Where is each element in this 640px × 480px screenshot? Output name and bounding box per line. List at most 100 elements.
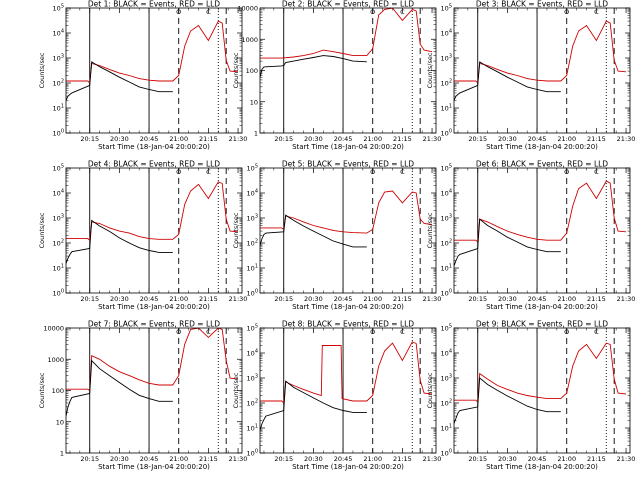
y-tick-label: 101 [53,264,64,273]
flag-marker-label: O [564,168,569,176]
x-axis-label: Start Time (18-Jan-04 20:00:20) [486,463,598,471]
y-tick-label: 105 [441,4,452,13]
x-tick-label: 21:15 [393,455,412,463]
panel-det-6: Det 6: BLACK = Events, RED = LLD 100 101 10… [426,160,635,312]
y-tick-label: 10 [56,418,64,426]
panel-frame [453,7,631,134]
panel-det-1: Det 1: BLACK = Events, RED = LLD 100 101 10… [38,0,247,151]
panel-frame [65,7,243,134]
y-tick-label: 104 [53,189,64,198]
flag-marker-label: C [400,8,405,16]
flag-marker-label: C [400,328,405,336]
y-tick-label: 100 [53,289,64,298]
events-series-line [260,380,367,431]
y-tick-label: 102 [441,79,452,88]
y-tick-label: 100 [441,129,452,138]
y-tick-label: 10000 [43,325,64,333]
y-tick-label: 105 [441,164,452,173]
panel-title: Det 3: BLACK = Events, RED = LLD [476,0,608,9]
y-tick-label: 105 [247,164,258,173]
flag-marker-label: O [564,8,569,16]
x-tick-label: 20:30 [498,455,517,463]
x-tick-label: 20:45 [334,295,353,303]
x-tick-label: 21:30 [423,455,442,463]
y-tick-label: 102 [441,239,452,248]
y-tick-label: 100 [247,289,258,298]
events-series-line [454,377,561,424]
y-axis-label: Counts/sec [426,52,434,88]
y-tick-label: 1000 [241,36,258,44]
x-tick-label: 21:15 [393,295,412,303]
x-tick-label: 20:15 [468,295,487,303]
y-axis-label: Counts/sec [232,52,240,88]
x-tick-label: 21:00 [169,135,188,143]
x-tick-label: 20:45 [528,295,547,303]
x-tick-label: 20:30 [498,295,517,303]
panel-title: Det 9: BLACK = Events, RED = LLD [476,320,608,329]
panel-title: Det 4: BLACK = Events, RED = LLD [88,160,220,169]
x-tick-label: 20:30 [304,455,323,463]
x-tick-label: 21:15 [587,295,606,303]
y-tick-label: 1 [254,130,258,138]
panel-det-7: Det 7: BLACK = Events, RED = LLD 1 10 100 10… [38,320,247,472]
y-tick-label: 100 [247,449,258,458]
y-tick-label: 101 [441,264,452,273]
y-tick-label: 103 [441,214,452,223]
x-tick-label: 20:45 [140,455,159,463]
lld-series-line [454,342,627,403]
y-tick-label: 105 [53,4,64,13]
events-series-line [66,219,173,264]
y-tick-label: 104 [441,29,452,38]
panel-title: Det 6: BLACK = Events, RED = LLD [476,160,608,169]
x-tick-label: 21:30 [229,135,248,143]
x-tick-label: 21:30 [229,295,248,303]
flag-marker-label: C [594,328,599,336]
x-tick-label: 21:00 [557,455,576,463]
x-tick-label: 20:15 [468,455,487,463]
panel-title: Det 2: BLACK = Events, RED = LLD [282,0,414,9]
y-tick-label: 104 [247,189,258,198]
y-tick-label: 102 [53,239,64,248]
x-tick-label: 21:30 [617,455,636,463]
panel-title: Det 1: BLACK = Events, RED = LLD [88,0,220,9]
x-tick-label: 20:15 [80,455,99,463]
y-tick-label: 101 [247,424,258,433]
y-tick-label: 100 [246,67,258,75]
x-axis-label: Start Time (18-Jan-04 20:00:20) [292,143,404,151]
x-axis-label: Start Time (18-Jan-04 20:00:20) [486,303,598,311]
x-tick-label: 21:15 [587,455,606,463]
x-tick-label: 21:00 [363,455,382,463]
x-tick-label: 20:15 [80,135,99,143]
flag-marker-label: O [176,8,181,16]
panel-title: Det 8: BLACK = Events, RED = LLD [282,320,414,329]
x-tick-label: 20:30 [110,135,129,143]
x-tick-label: 20:30 [304,295,323,303]
x-tick-label: 21:30 [617,135,636,143]
y-tick-label: 104 [441,189,452,198]
y-tick-label: 102 [441,399,452,408]
x-axis-label: Start Time (18-Jan-04 20:00:20) [98,463,210,471]
y-axis-label: Counts/sec [232,372,240,408]
panel-det-2: Det 2: BLACK = Events, RED = LLD 1 10 100 10… [232,0,441,151]
events-series-line [66,359,173,417]
y-axis-label: Counts/sec [232,212,240,248]
y-tick-label: 102 [247,239,258,248]
panel-det-8: Det 8: BLACK = Events, RED = LLD 100 101 10… [232,320,441,472]
y-tick-label: 100 [441,289,452,298]
x-tick-label: 20:15 [274,295,293,303]
flag-marker-label: C [206,328,211,336]
x-tick-label: 20:45 [528,455,547,463]
flag-marker-label: C [206,168,211,176]
flag-marker-label: O [176,328,181,336]
events-series-line [454,218,561,267]
flag-marker-label: O [370,8,375,16]
y-tick-label: 105 [53,164,64,173]
x-tick-label: 20:45 [528,135,547,143]
y-tick-label: 103 [441,54,452,63]
y-tick-label: 10000 [237,5,258,13]
panel-frame [259,327,437,454]
x-tick-label: 21:00 [363,295,382,303]
flag-marker-label: O [370,328,375,336]
